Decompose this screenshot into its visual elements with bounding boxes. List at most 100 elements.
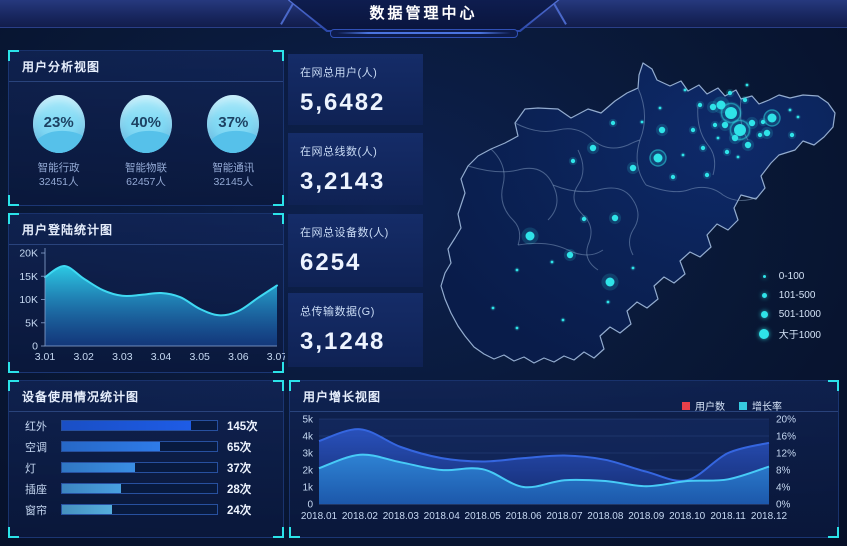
y-axis-label: 5K [25,317,38,329]
bar-track [61,462,218,473]
corner-bracket [273,380,284,391]
x-axis-label: 3.02 [73,351,94,363]
stat-value: 3,2143 [300,168,386,195]
x-axis-label: 2018.08 [587,511,624,522]
map-dot [744,141,752,149]
map-dot-ring [763,109,781,127]
y-axis-label: 15K [19,271,38,283]
map-dot [570,158,576,164]
map-dot [566,251,574,259]
bar-label: 红外 [25,420,47,433]
bar-row: 窗帘 24次 [25,499,271,520]
map-dot [491,306,495,310]
map-dot [748,119,756,127]
map-dot-ring [729,119,751,141]
map-dot [589,144,597,152]
panel-title: 用户登陆统计图 [9,214,283,245]
bar-row: 空调 65次 [25,436,271,457]
corner-bracket [273,195,284,206]
bar-value: 24次 [227,504,252,517]
x-axis-label: 2018.02 [342,511,379,522]
panel-title: 用户分析视图 [9,51,283,82]
map-dot [606,300,610,304]
legend-item-growth-rate[interactable]: 增长率 [739,398,782,413]
map-dot [629,164,637,172]
corner-bracket [8,527,19,538]
corner-bracket [828,527,839,538]
x-axis-label: 3.03 [112,351,133,363]
map-dot [611,214,619,222]
liquid-circle: 37% [207,95,260,153]
legend-dot-icon [758,293,771,298]
map-dot [734,124,746,136]
header-title-frame: 数据管理中心 [287,0,560,32]
corner-bracket [8,50,19,61]
map-dot-ring [720,102,742,124]
x-axis-label: 2018.05 [465,511,502,522]
map-dot [683,88,687,92]
bar-value: 37次 [227,462,252,475]
bar-track [61,483,218,494]
legend-dot-icon [758,275,771,278]
corner-bracket [289,527,300,538]
stat-label: 在网总线数(人) [300,146,378,158]
stat-label: 在网总用户(人) [300,67,378,79]
bar-label: 插座 [25,483,47,496]
legend-label: 用户数 [695,402,725,413]
legend-label: 101-500 [778,290,816,301]
stat-card-total-devices: 在网总设备数(人) 6254 [288,214,423,287]
corner-bracket [273,362,284,373]
map-dot [745,83,749,87]
map-dot [515,268,519,272]
map-legend-item[interactable]: 大于1000 [758,324,821,343]
panel-login-stats: 用户登陆统计图 0 5K 10K 15K 20K 3.01 3.02 3.03 3.04 3.05… [8,213,285,373]
header-title-frame-inner: 数据管理中心 [289,0,558,30]
bar-track [61,420,218,431]
liquid-gauge: 37% 智能通讯 32145人 [190,95,277,189]
map-legend-item[interactable]: 0-100 [758,267,821,286]
map-dot [515,326,519,330]
liquid-gauge: 40% 智能物联 62457人 [102,95,189,189]
y-axis-right-label: 16% [776,432,796,443]
map-dot [760,119,766,125]
legend-item-users[interactable]: 用户数 [682,398,725,413]
map-legend-item[interactable]: 101-500 [758,286,821,305]
corner-bracket [8,195,19,206]
map-dot [670,174,676,180]
map-dot [757,132,763,138]
corner-bracket [273,213,284,224]
stat-card-total-data: 总传输数据(G) 3,1248 [288,293,423,367]
panel-user-analysis: 用户分析视图 23% 智能行政 32451人 40% 智能物联 62457人 3… [8,50,284,206]
y-axis-right-label: 12% [776,449,796,460]
bar-row: 红外 145次 [25,415,271,436]
map-dot [742,97,748,103]
map-dot [724,149,730,155]
x-axis-label: 2018.09 [628,511,665,522]
gauge-name: 智能物联 [124,162,167,174]
y-axis-left-label: 4k [302,432,314,443]
legend-dot-icon [758,328,771,339]
x-axis-label: 2018.03 [383,511,420,522]
panel-title: 用户增长视图 [290,381,838,412]
map-svg [440,62,836,364]
x-axis-label: 2018.04 [424,511,461,522]
growth-rate-area-fill [319,454,769,504]
growth-chart-legend: 用户数 增长率 [682,398,782,413]
map-dot [653,153,663,163]
login-area-chart: 0 5K 10K 15K 20K 3.01 3.02 3.03 3.04 3.05 3.06 3.07 [19,248,285,364]
map-dot [763,129,771,137]
y-axis-left-label: 0 [307,500,313,511]
map-dot [550,260,554,264]
map-legend-item[interactable]: 501-1000 [758,305,821,324]
device-bar-chart: 红外 145次 空调 65次 灯 37次 插座 28次 窗帘 [25,415,271,520]
x-axis-label: 2018.11 [710,511,746,522]
gauge-percent: 37% [218,113,249,131]
y-axis-right-label: 20% [776,415,796,426]
bar-row: 插座 28次 [25,478,271,499]
map-dot [712,122,718,128]
map-dot [721,121,729,129]
x-axis-label: 3.07 [267,351,285,363]
y-axis-label: 20K [19,248,38,260]
map-dot-layer [490,82,801,331]
map-dot [727,90,733,96]
